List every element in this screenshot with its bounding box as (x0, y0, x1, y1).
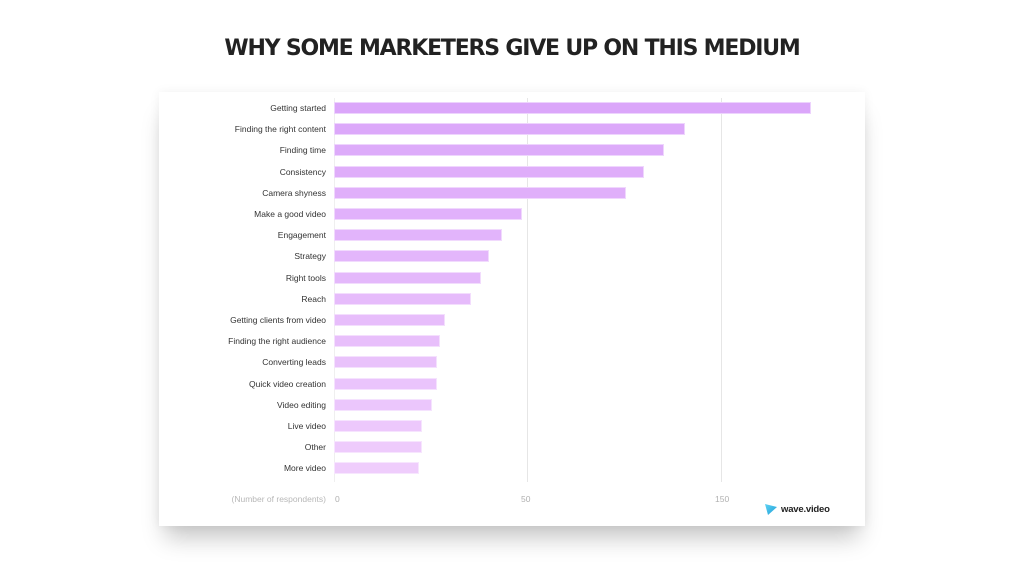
chart-title: WHY SOME MARKETERS GIVE UP ON THIS MEDIU… (224, 36, 800, 61)
bar (334, 398, 433, 411)
category-label: Live video (287, 421, 326, 431)
bar (334, 123, 685, 136)
category-label: Finding the right audience (228, 336, 326, 347)
bar (334, 144, 665, 157)
bar (334, 420, 422, 432)
bar (334, 377, 438, 390)
bar (334, 356, 438, 369)
category-label: Other (304, 442, 326, 453)
logo-text: wave.video (781, 504, 830, 515)
category-label: Reach (301, 293, 326, 304)
bar (334, 186, 626, 199)
bar (334, 250, 489, 263)
bar (334, 335, 440, 348)
gridline (527, 98, 528, 482)
chart-card (159, 92, 865, 526)
bar (334, 271, 482, 284)
x-tick-label: 150 (715, 494, 730, 504)
gridline (334, 98, 335, 482)
x-tick-label: 0 (335, 494, 340, 504)
category-label: Getting clients from video (230, 315, 326, 325)
gridline (721, 98, 722, 482)
category-label: Finding time (279, 145, 326, 156)
play-triangle-icon (765, 504, 777, 515)
bar (334, 441, 422, 454)
wave-video-logo: wave.video (765, 504, 830, 515)
category-label: Getting started (270, 103, 326, 113)
category-label: Consistency (279, 166, 326, 177)
category-label: Right tools (285, 272, 326, 283)
bar (334, 165, 644, 178)
bar (334, 292, 471, 305)
x-axis-label: (Number of respondents) (231, 494, 327, 504)
bar (334, 208, 523, 220)
category-label: Video editing (277, 399, 326, 410)
category-label: Finding the right content (234, 124, 326, 135)
category-label: More video (283, 463, 326, 474)
bar (334, 462, 420, 475)
category-label: Make a good video (254, 209, 326, 219)
category-label: Quick video creation (248, 378, 326, 389)
bar (334, 229, 502, 242)
category-label: Engagement (277, 230, 326, 241)
category-label: Converting leads (262, 357, 326, 368)
bar (334, 314, 445, 326)
bar (334, 102, 812, 114)
category-label: Strategy (294, 251, 326, 262)
x-tick-label: 50 (521, 494, 531, 504)
category-label: Camera shyness (262, 187, 326, 198)
